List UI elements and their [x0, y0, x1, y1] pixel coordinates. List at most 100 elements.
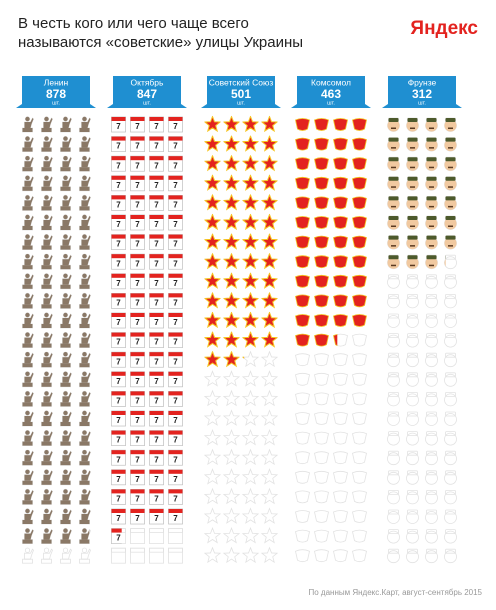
- icon-top: [130, 528, 145, 533]
- icon-body: [43, 470, 53, 481]
- icon-head: [44, 410, 49, 416]
- icon-badge: [314, 176, 329, 190]
- icon: [22, 410, 34, 426]
- icon-body: [43, 235, 53, 246]
- icon: [295, 216, 310, 229]
- icon-head: [82, 156, 87, 161]
- icon-text: 7: [116, 259, 121, 268]
- icon-text: 7: [154, 377, 159, 386]
- icon: [444, 176, 457, 191]
- icon: 7: [168, 253, 183, 270]
- icon-text: 7: [135, 338, 140, 347]
- icon-top: [130, 117, 145, 121]
- icon-head: [25, 528, 30, 533]
- icon-mustache: [448, 127, 453, 129]
- icon-face: [406, 178, 419, 191]
- icon-pedestal: [41, 558, 52, 564]
- icon: [41, 136, 53, 152]
- icon-head: [43, 410, 50, 416]
- icon-badge: [333, 118, 348, 131]
- icon-body: [81, 548, 91, 560]
- icon-pedestal: [79, 265, 90, 270]
- icon-head: [63, 450, 68, 455]
- icon: [41, 450, 53, 466]
- icon: [352, 255, 367, 269]
- icon-badge: [333, 314, 348, 327]
- icon: 7: [111, 371, 126, 388]
- icon-star: [261, 194, 278, 211]
- icon: 7: [168, 351, 183, 368]
- icon-star: [223, 351, 240, 368]
- empty-icon: [352, 529, 367, 543]
- icon-cap: [407, 274, 418, 280]
- icon-page: [149, 528, 164, 544]
- icon: 7: [130, 391, 145, 407]
- icon-face: [406, 354, 419, 368]
- icon-face: [387, 471, 400, 485]
- icon: [22, 195, 34, 211]
- icon-text: 7: [135, 259, 140, 268]
- empty-icon: [168, 528, 183, 544]
- icon: 7: [168, 312, 183, 329]
- icon-body: [24, 372, 34, 383]
- icon-text: 7: [135, 357, 140, 366]
- icon-text: 7: [173, 357, 178, 366]
- icon-pedestal: [60, 186, 71, 191]
- icon-badge: [295, 137, 310, 151]
- icon: 7: [168, 332, 183, 348]
- icon-top: [168, 117, 183, 121]
- icon: [444, 196, 457, 210]
- icon-text: 7: [173, 338, 178, 347]
- icon: [333, 334, 338, 346]
- icon-cap: [445, 470, 456, 476]
- empty-icon: [387, 411, 400, 426]
- icon-head: [25, 214, 30, 220]
- icon: [223, 155, 240, 172]
- icon: [22, 136, 34, 152]
- icon-top: [130, 352, 145, 357]
- icon: [223, 272, 240, 289]
- icon: [60, 528, 72, 544]
- icon-head: [63, 195, 68, 200]
- icon-cap: [445, 255, 446, 259]
- empty-icon: [333, 510, 348, 523]
- icon: 7: [111, 214, 126, 231]
- icon-pedestal: [60, 343, 71, 348]
- icon-pedestal: [22, 304, 33, 309]
- icon: [242, 135, 259, 152]
- icon-pedestal: [41, 265, 52, 270]
- icon-head: [43, 371, 50, 377]
- icon: 7: [111, 175, 126, 192]
- pictogram-bar: [204, 116, 278, 368]
- icon-body: [24, 255, 34, 266]
- icon-head: [63, 352, 68, 357]
- icon-pedestal: [79, 304, 90, 309]
- icon-cap: [407, 137, 418, 142]
- icon: 7: [130, 469, 145, 486]
- icon-head: [63, 116, 68, 122]
- icon: [60, 195, 72, 211]
- icon-head: [25, 312, 30, 318]
- category-label: Ленин: [44, 77, 69, 87]
- icon: [425, 157, 438, 171]
- icon-pedestal: [22, 500, 33, 505]
- icon-face: [387, 275, 400, 289]
- icon-body: [43, 137, 53, 148]
- empty-icon: [444, 254, 457, 270]
- icon-cap: [445, 333, 456, 339]
- empty-icon: [41, 547, 53, 564]
- icon-star: [261, 272, 278, 289]
- icon-cap: [426, 216, 437, 220]
- icon: [242, 253, 259, 270]
- icon-badge: [314, 137, 329, 151]
- icon-pedestal: [60, 422, 71, 426]
- icon-top: [111, 430, 126, 435]
- icon-mustache: [429, 205, 434, 208]
- empty-icon: [352, 333, 367, 347]
- empty-icon: [241, 409, 260, 426]
- icon: 7: [130, 410, 145, 427]
- icon-head: [24, 332, 31, 338]
- icon-pedestal: [22, 480, 33, 485]
- icon-body: [24, 176, 34, 187]
- icon: [387, 196, 400, 210]
